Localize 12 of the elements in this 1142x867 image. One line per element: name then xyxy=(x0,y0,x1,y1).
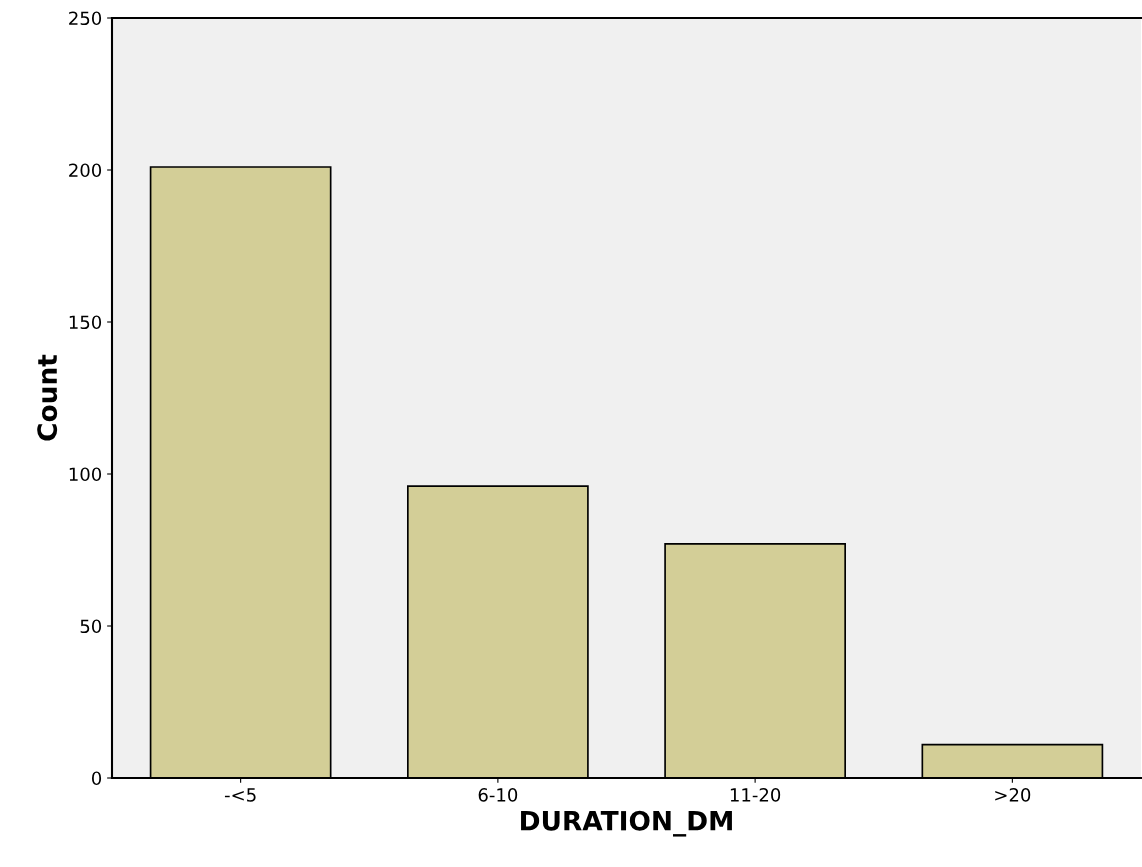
x-tick-label: >20 xyxy=(995,788,1031,802)
y-axis-title: Count xyxy=(37,354,58,441)
x-tick-label: 11-20 xyxy=(730,788,781,802)
y-tick-label: 200 xyxy=(69,163,102,178)
y-tick-label: 0 xyxy=(91,771,102,786)
y-tick-label: 250 xyxy=(69,11,102,26)
y-tick-label: 150 xyxy=(69,315,102,330)
y-tick-label: 50 xyxy=(80,619,102,634)
x-tick-label: 6-10 xyxy=(478,788,518,802)
x-tick-label: -<5 xyxy=(224,788,256,802)
y-tick-label: 100 xyxy=(69,467,102,482)
x-axis-title: DURATION_DM xyxy=(521,810,732,837)
